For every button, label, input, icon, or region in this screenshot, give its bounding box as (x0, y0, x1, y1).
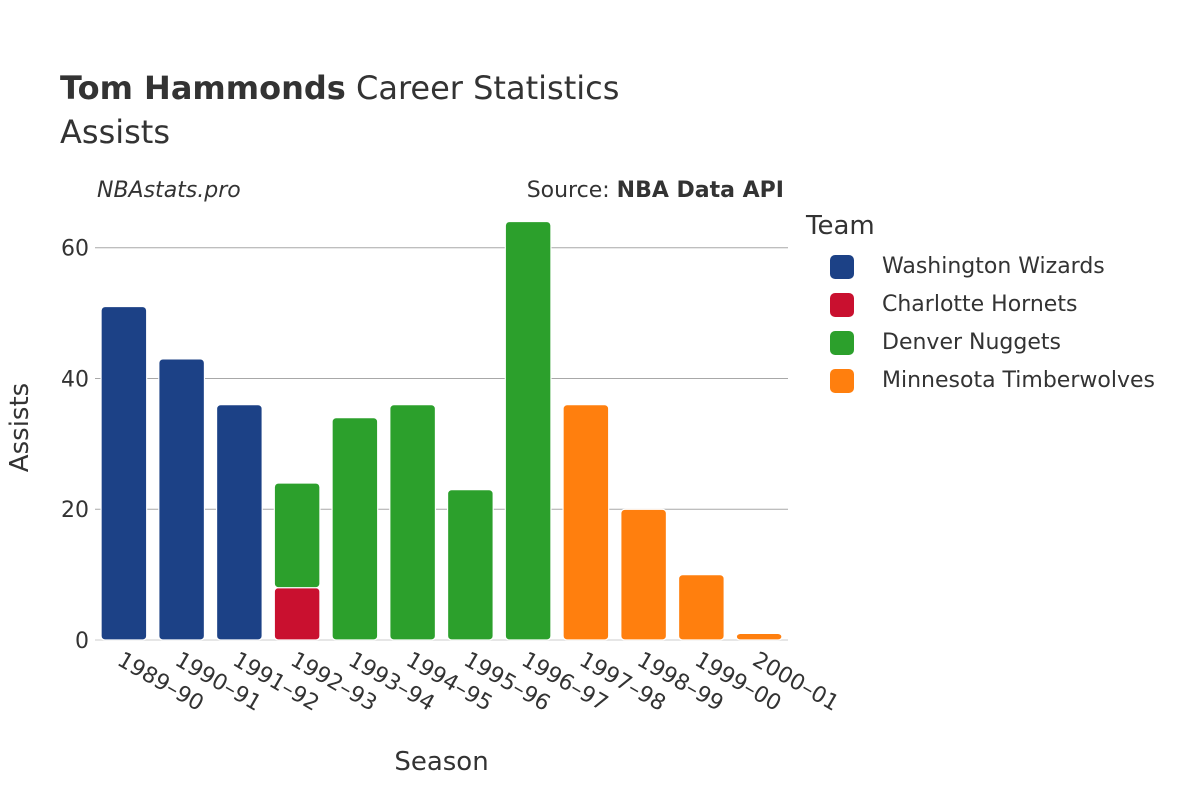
chart-subtitle: Assists (60, 113, 171, 151)
legend-label: Washington Wizards (882, 254, 1105, 279)
legend-item[interactable]: Charlotte Hornets (830, 290, 1077, 320)
bar-washington-wizards (215, 404, 263, 641)
title-suffix: Career Statistics (345, 69, 620, 107)
legend-label: Minnesota Timberwolves (882, 368, 1155, 393)
bar-denver-nuggets (273, 482, 321, 589)
player-name: Tom Hammonds (60, 69, 346, 107)
bar-charlotte-hornets (273, 587, 321, 641)
legend-label: Denver Nuggets (882, 330, 1061, 355)
legend-item[interactable]: Denver Nuggets (830, 328, 1061, 358)
y-axis-title: Assists (5, 383, 35, 472)
bar-minnesota-timberwolves (620, 508, 668, 641)
legend-item[interactable]: Washington Wizards (830, 252, 1105, 282)
bar-minnesota-timberwolves (735, 632, 783, 641)
source-prefix: Source: (526, 178, 617, 203)
bar-minnesota-timberwolves (677, 574, 725, 641)
y-tick-label: 20 (61, 498, 89, 523)
chart-title: Tom Hammonds Career Statistics (60, 66, 619, 110)
site-credit: NBAstats.pro (97, 178, 241, 203)
source-credit: Source: NBA Data API (527, 176, 784, 206)
bar-washington-wizards (100, 305, 148, 641)
x-axis-title: Season (394, 747, 488, 777)
y-tick-label: 40 (61, 367, 89, 392)
legend-swatch (830, 255, 854, 279)
legend-swatch (830, 331, 854, 355)
source-name: NBA Data API (616, 178, 784, 203)
bar-washington-wizards (158, 358, 206, 641)
bar-denver-nuggets (446, 489, 494, 641)
legend-swatch (830, 293, 854, 317)
bar-denver-nuggets (504, 220, 552, 641)
y-tick-label: 60 (61, 237, 89, 262)
bar-denver-nuggets (331, 417, 379, 641)
legend-item[interactable]: Minnesota Timberwolves (830, 366, 1155, 396)
legend-title: Team (806, 211, 875, 241)
bar-denver-nuggets (389, 404, 437, 641)
legend-label: Charlotte Hornets (882, 292, 1078, 317)
y-tick-label: 0 (75, 629, 89, 654)
legend-swatch (830, 369, 854, 393)
bar-minnesota-timberwolves (562, 404, 610, 641)
